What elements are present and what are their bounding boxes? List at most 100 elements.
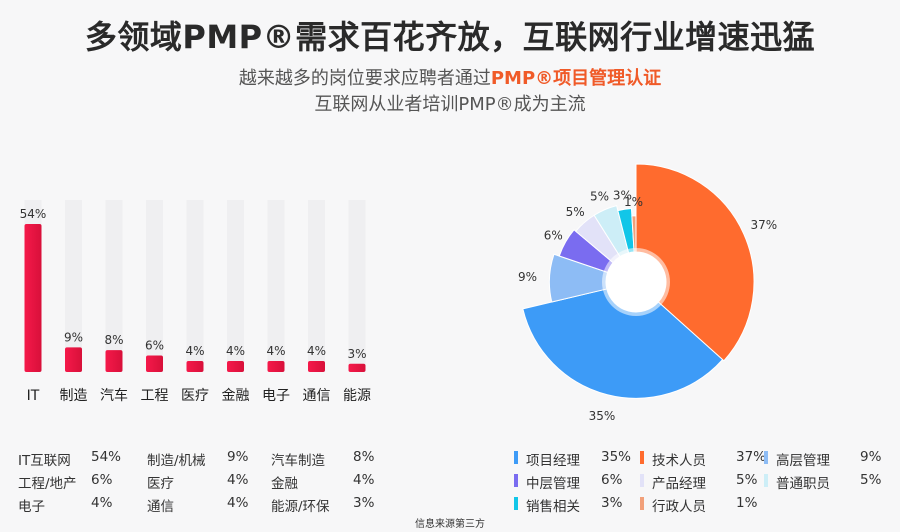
industry-value: 4% bbox=[227, 472, 249, 488]
legend-value: 37% bbox=[736, 449, 767, 465]
industry-value: 6% bbox=[91, 472, 113, 488]
industry-table: IT互联网 54% 制造/机械 9% 汽车制造 8% 工程/地产 6% 医疗 4% 金融 4% 电子 4%… bbox=[18, 449, 390, 518]
bar-track bbox=[267, 200, 285, 372]
legend-label: 项目经理 bbox=[526, 453, 580, 469]
industry-value: 4% bbox=[91, 495, 113, 511]
legend-value: 35% bbox=[601, 449, 632, 465]
bar bbox=[24, 224, 42, 372]
slice-value-label: 5% bbox=[566, 205, 585, 219]
industry-name: 汽车制造 bbox=[271, 453, 325, 469]
industry-name: IT互联网 bbox=[18, 453, 71, 469]
legend-value: 1% bbox=[736, 495, 758, 511]
legend-swatch bbox=[514, 497, 518, 510]
bar-category-label: 通信 bbox=[303, 388, 331, 404]
bar-track bbox=[308, 200, 325, 372]
industry-name: 金融 bbox=[271, 476, 298, 492]
legend-swatch bbox=[640, 451, 644, 464]
role-legend-row: 中层管理 6% 产品经理 5% 普通职员 5% bbox=[514, 472, 900, 495]
donut-hole bbox=[606, 252, 666, 312]
legend-swatch bbox=[764, 451, 768, 464]
bar-value-label: 3% bbox=[347, 347, 366, 361]
legend-label: 行政人员 bbox=[652, 499, 706, 515]
role-legend-row: 销售相关 3% 行政人员 1% bbox=[514, 495, 900, 518]
legend-label: 技术人员 bbox=[652, 453, 706, 469]
industry-name: 制造/机械 bbox=[147, 453, 206, 469]
industry-bar-chart: 54% IT 9% 制造 8% 汽车 6% 工程 4% 医疗 4% 金融 4% 电子 4% 通信 3% 能源 bbox=[20, 200, 371, 404]
bar-category-label: 医疗 bbox=[181, 388, 209, 404]
legend-swatch bbox=[640, 474, 644, 487]
legend-swatch bbox=[514, 451, 518, 464]
page-title: 多领域PMP®需求百花齐放，互联网行业增速迅猛 bbox=[84, 18, 816, 56]
legend-swatch bbox=[764, 474, 768, 487]
legend-swatch bbox=[640, 497, 644, 510]
legend-value: 3% bbox=[601, 495, 623, 511]
slice-value-label: 35% bbox=[589, 409, 616, 423]
bar-value-label: 9% bbox=[64, 330, 83, 344]
subtitle-line-2: 互联网从业者培训PMP®成为主流 bbox=[314, 94, 586, 115]
bar-category-label: 制造 bbox=[60, 388, 88, 404]
industry-table-row: IT互联网 54% 制造/机械 9% 汽车制造 8% bbox=[18, 449, 390, 472]
bar bbox=[146, 355, 163, 372]
subtitle-highlight: PMP®项目管理认证 bbox=[490, 68, 662, 89]
role-legend: 项目经理 35% 技术人员 37% 高层管理 9% 中层管理 6% 产品经理 5% 普通职员 5% 销售… bbox=[514, 449, 900, 518]
industry-name: 通信 bbox=[147, 499, 174, 515]
bar-value-label: 4% bbox=[226, 344, 245, 358]
legend-value: 9% bbox=[860, 449, 882, 465]
bar-value-label: 54% bbox=[20, 207, 47, 221]
industry-value: 54% bbox=[91, 449, 122, 465]
bar bbox=[308, 361, 325, 372]
industry-value: 9% bbox=[227, 449, 249, 465]
industry-name: 医疗 bbox=[147, 476, 174, 492]
industry-name: 工程/地产 bbox=[18, 476, 77, 492]
bar-track bbox=[105, 200, 123, 372]
bar-value-label: 8% bbox=[104, 333, 123, 347]
slice-value-label: 37% bbox=[751, 218, 778, 232]
industry-value: 3% bbox=[353, 495, 375, 511]
industry-table-row: 电子 4% 通信 4% 能源/环保 3% bbox=[18, 495, 390, 518]
bar-category-label: 金融 bbox=[222, 388, 250, 404]
role-legend-row: 项目经理 35% 技术人员 37% 高层管理 9% bbox=[514, 449, 900, 472]
bar bbox=[348, 363, 366, 372]
bar-track bbox=[227, 200, 244, 372]
bar-category-label: IT bbox=[27, 388, 40, 404]
bar-value-label: 4% bbox=[266, 344, 285, 358]
bar-category-label: 电子 bbox=[262, 388, 290, 404]
legend-value: 5% bbox=[736, 472, 758, 488]
industry-value: 4% bbox=[353, 472, 375, 488]
bar-track bbox=[186, 200, 204, 372]
industry-name: 电子 bbox=[18, 499, 45, 515]
legend-label: 销售相关 bbox=[526, 499, 580, 515]
slice-value-label: 3% bbox=[613, 188, 632, 202]
bar-track bbox=[65, 200, 82, 372]
bar bbox=[186, 361, 204, 372]
industry-value: 4% bbox=[227, 495, 249, 511]
legend-label: 中层管理 bbox=[526, 476, 580, 492]
legend-label: 高层管理 bbox=[776, 453, 830, 469]
slice-value-label: 1% bbox=[624, 195, 643, 209]
bar bbox=[267, 361, 285, 372]
industry-table-row: 工程/地产 6% 医疗 4% 金融 4% bbox=[18, 472, 390, 495]
bar-category-label: 汽车 bbox=[100, 387, 128, 404]
bar-category-label: 能源 bbox=[343, 388, 371, 404]
bar-category-label: 工程 bbox=[141, 388, 169, 404]
slice-value-label: 6% bbox=[544, 228, 563, 242]
bar-track bbox=[146, 200, 163, 372]
legend-label: 普通职员 bbox=[776, 476, 830, 492]
industry-name: 能源/环保 bbox=[271, 499, 330, 515]
legend-swatch bbox=[514, 474, 518, 487]
role-rose-chart: 37%35%9%6%5%5% 3%1% bbox=[518, 163, 778, 423]
bar bbox=[227, 361, 244, 372]
legend-value: 5% bbox=[860, 472, 882, 488]
bar-value-label: 4% bbox=[185, 344, 204, 358]
bar-track bbox=[348, 200, 366, 372]
bar-value-label: 4% bbox=[307, 344, 326, 358]
bar-value-label: 6% bbox=[145, 339, 164, 353]
bar bbox=[105, 350, 123, 372]
bar bbox=[65, 347, 82, 372]
slice-value-label: 9% bbox=[518, 270, 537, 284]
subtitle-line-1: 越来越多的岗位要求应聘者通过PMP®项目管理认证 bbox=[0, 64, 900, 90]
source-note: 信息来源第三方 bbox=[415, 519, 485, 530]
slice-value-label: 5% bbox=[590, 190, 609, 204]
subtitle-prefix: 越来越多的岗位要求应聘者通过 bbox=[238, 68, 491, 89]
